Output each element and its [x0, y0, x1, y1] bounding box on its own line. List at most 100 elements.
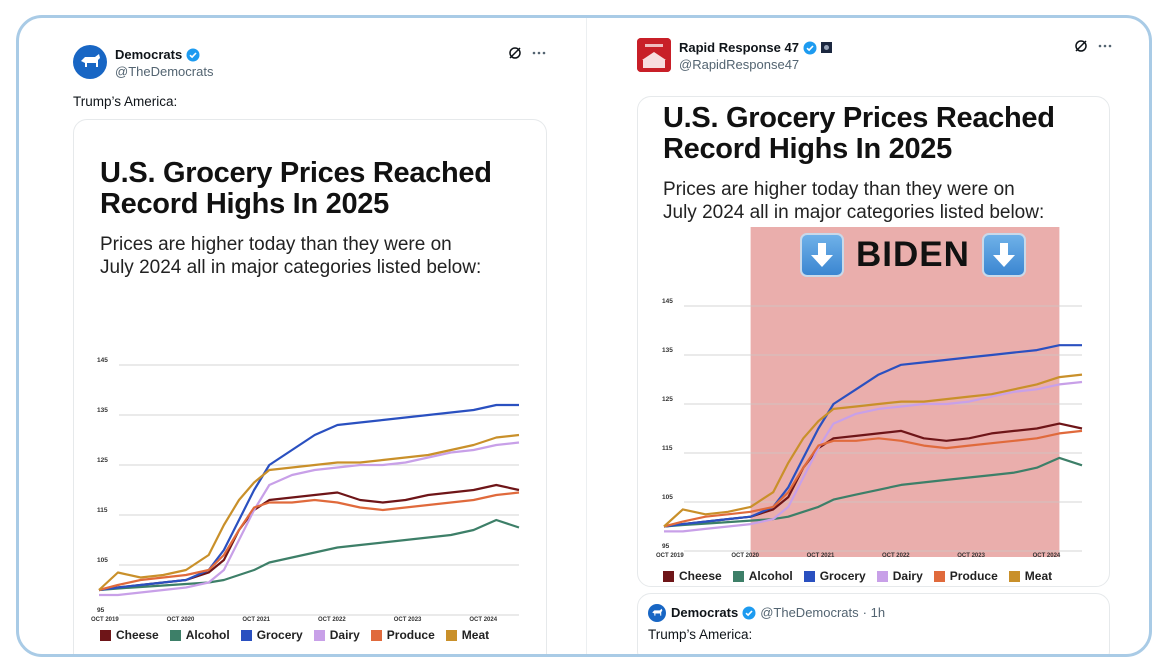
chart-title: U.S. Grocery Prices Reached Record Highs…	[663, 102, 1055, 165]
series-line-meat	[663, 373, 1083, 528]
chart-title: U.S. Grocery Prices Reached Record Highs…	[100, 157, 492, 220]
legend-swatch	[313, 629, 325, 641]
quoted-author-name[interactable]: Democrats	[671, 605, 739, 620]
legend-label: Cheese	[679, 569, 722, 583]
right-tweet[interactable]: Rapid Response 47 @RapidResponse47 145 13…	[590, 18, 1149, 654]
chart-subtitle: Prices are higher today than they were o…	[100, 234, 482, 279]
author-handle[interactable]: @TheDemocrats	[115, 64, 214, 79]
legend-label: Alcohol	[748, 569, 793, 583]
legend-item-produce: Produce	[933, 569, 998, 583]
line-chart: 145 135 125 115 105 95 OCT 2019 OCT 2020 OCT 202…	[91, 357, 520, 623]
screenshot-frame: Democrats @TheDemocrats Trump’s America:…	[16, 15, 1152, 657]
y-tick-label: 135	[662, 347, 673, 354]
democrats-avatar[interactable]	[73, 45, 107, 79]
legend-swatch	[663, 570, 674, 582]
legend-label: Produce	[386, 628, 435, 642]
legend-swatch	[370, 629, 382, 641]
column-divider	[586, 18, 587, 654]
legend-swatch	[803, 570, 815, 582]
x-tick-label: OCT 2019	[91, 617, 119, 623]
tweet-actions	[508, 46, 546, 60]
tweet-actions	[1074, 39, 1112, 53]
series-line-alcohol	[98, 518, 520, 592]
grok-icon[interactable]	[508, 46, 522, 60]
legend-item-alcohol: Alcohol	[169, 628, 230, 642]
y-tick-label: 105	[662, 494, 673, 501]
legend-label: Meat	[1024, 569, 1053, 583]
legend-label: Produce	[949, 569, 998, 583]
y-tick-label: 95	[662, 543, 670, 550]
x-tick-label: OCT 2020	[167, 617, 195, 623]
verified-badge-icon	[803, 41, 817, 54]
legend-swatch	[169, 629, 181, 641]
series-line-dairy	[664, 380, 1083, 533]
x-tick-label: OCT 2024	[1033, 553, 1061, 559]
y-tick-label: 125	[97, 457, 108, 464]
series-line-produce	[98, 491, 520, 592]
x-tick-label: OCT 2020	[731, 553, 759, 559]
series-line-dairy	[99, 441, 520, 597]
rapid-response-avatar[interactable]	[637, 38, 671, 72]
y-tick-label: 95	[97, 607, 105, 614]
x-tick-label: OCT 2024	[469, 617, 497, 623]
y-tick-label: 145	[662, 298, 673, 305]
donkey-logo-icon	[652, 608, 663, 616]
verified-badge-icon	[742, 606, 756, 619]
x-tick-label: OCT 2022	[882, 553, 910, 559]
quoted-avatar[interactable]	[648, 604, 666, 622]
y-tick-label: 115	[662, 445, 673, 452]
chart-subtitle: Prices are higher today than they were o…	[663, 179, 1045, 224]
chart-legend: Cheese Alcohol Grocery Dairy Produce Meat	[100, 628, 500, 642]
quoted-author-handle[interactable]: @TheDemocrats	[760, 605, 859, 620]
series-line-alcohol	[663, 456, 1083, 528]
grok-icon[interactable]	[1074, 39, 1088, 53]
series-line-grocery	[663, 344, 1082, 528]
legend-label: Alcohol	[185, 628, 230, 642]
legend-swatch	[100, 629, 111, 641]
quoted-timestamp[interactable]: · 1h	[862, 605, 886, 620]
legend-item-produce: Produce	[370, 628, 435, 642]
series-line-meat	[98, 433, 520, 591]
author-name[interactable]: Rapid Response 47	[679, 40, 832, 55]
legend-label: Dairy	[329, 628, 360, 642]
legend-label: Grocery	[256, 628, 303, 642]
x-tick-label: OCT 2021	[242, 617, 270, 623]
down-arrow-icon	[981, 233, 1026, 277]
legend-swatch	[933, 570, 945, 582]
down-arrow-icon	[800, 233, 844, 277]
legend-swatch	[876, 570, 888, 582]
legend-label: Meat	[461, 628, 490, 642]
x-tick-label: OCT 2023	[394, 617, 422, 623]
legend-label: Dairy	[892, 569, 923, 583]
legend-swatch	[1008, 570, 1020, 582]
legend-swatch	[732, 570, 744, 582]
x-tick-label: OCT 2022	[318, 617, 346, 623]
x-tick-label: OCT 2019	[656, 553, 684, 559]
tweet-text: Trump’s America:	[73, 94, 178, 109]
y-tick-label: 145	[97, 357, 108, 364]
more-options-icon[interactable]	[1098, 44, 1112, 48]
legend-swatch	[445, 629, 457, 641]
legend-swatch	[240, 629, 252, 641]
legend-item-grocery: Grocery	[803, 569, 866, 583]
quoted-header: Democrats @TheDemocrats · 1h	[671, 605, 885, 620]
tweet-image-card[interactable]: 145 135 125 115 105 95 OCT 2019 OCT 2020 OCT 202…	[637, 96, 1110, 587]
donkey-logo-icon	[81, 54, 100, 67]
legend-label: Cheese	[116, 628, 159, 642]
more-options-icon[interactable]	[532, 51, 546, 55]
quoted-text: Trump’s America:	[648, 627, 753, 642]
quoted-tweet[interactable]: Democrats @TheDemocrats · 1h Trump’s Ame…	[637, 593, 1110, 654]
left-tweet[interactable]: Democrats @TheDemocrats Trump’s America:…	[19, 18, 585, 654]
author-name[interactable]: Democrats	[115, 47, 200, 62]
series-line-grocery	[98, 403, 519, 592]
legend-item-dairy: Dairy	[313, 628, 360, 642]
tweet-image-card[interactable]: U.S. Grocery Prices Reached Record Highs…	[73, 119, 547, 654]
author-handle[interactable]: @RapidResponse47	[679, 57, 800, 72]
legend-item-cheese: Cheese	[663, 569, 722, 583]
legend-item-meat: Meat	[445, 628, 490, 642]
y-tick-label: 115	[97, 507, 108, 514]
legend-label: Grocery	[819, 569, 866, 583]
government-affiliation-icon	[820, 42, 832, 53]
x-tick-label: OCT 2023	[957, 553, 985, 559]
verified-badge-icon	[186, 48, 200, 61]
